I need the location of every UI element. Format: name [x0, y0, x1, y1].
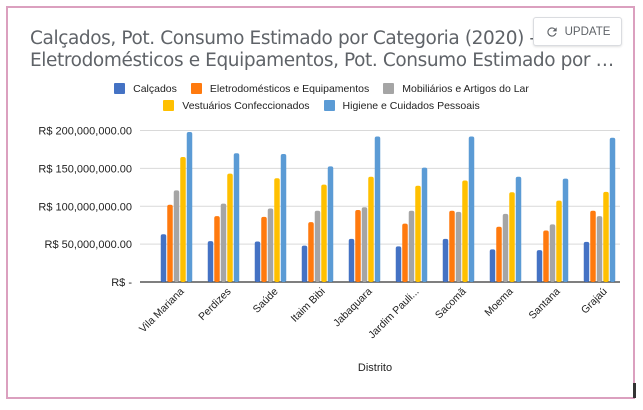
- x-tick-label: Moema: [482, 286, 515, 319]
- y-tick-label: R$ 150,000,000.00: [38, 163, 132, 175]
- x-tick-label: Jabaquara: [331, 286, 375, 330]
- bar: [355, 210, 361, 282]
- bar: [536, 250, 543, 282]
- x-tick-label: Grajaú: [579, 286, 610, 317]
- bar: [515, 176, 522, 282]
- legend-swatch: [383, 83, 395, 94]
- x-tick-label: Vila Mariana: [137, 286, 187, 336]
- bar: [167, 204, 173, 282]
- x-axis-title: Distrito: [358, 362, 392, 374]
- x-tick-label: Perdizes: [196, 286, 233, 323]
- bar: [556, 200, 562, 282]
- refresh-icon: [546, 26, 557, 37]
- legend-item[interactable]: Calçados: [114, 83, 177, 95]
- window-edge-marker: [633, 383, 636, 398]
- x-tick-label: Itaim Bibi: [289, 286, 328, 325]
- legend-item[interactable]: Higiene e Cuidados Pessoais: [323, 99, 480, 112]
- legend-item[interactable]: Eletrodomésticos e Equipamentos: [190, 82, 370, 95]
- bar: [415, 185, 421, 282]
- bar: [180, 157, 186, 282]
- bar: [308, 222, 314, 282]
- bar: [549, 224, 556, 282]
- bar: [227, 173, 233, 282]
- y-tick-label: R$ 50,000,000.00: [45, 239, 132, 251]
- update-button[interactable]: UPDATE: [533, 17, 622, 46]
- bar: [173, 190, 180, 282]
- bar: [543, 230, 549, 282]
- bar: [408, 210, 415, 282]
- bar: [301, 245, 308, 282]
- legend-label: Eletrodomésticos e Equipamentos: [209, 82, 370, 95]
- bar: [160, 234, 167, 282]
- legend-label: Calçados: [133, 82, 177, 95]
- x-tick-label: Santana: [526, 286, 562, 322]
- bar: [596, 216, 603, 282]
- legend-swatch: [190, 83, 202, 94]
- bar: [449, 210, 455, 282]
- legend-label: Vestuários Confeccionados: [182, 99, 310, 112]
- bar: [583, 241, 590, 282]
- chart-card: [6, 6, 635, 399]
- y-tick-label: R$ 100,000,000.00: [38, 201, 132, 213]
- bar: [509, 192, 515, 282]
- y-tick-label: R$ 200,000,000.00: [38, 126, 132, 138]
- bar: [267, 208, 274, 282]
- legend-row-2: Vestuários Confeccionados Higiene e Cuida…: [0, 97, 643, 114]
- bar: [261, 216, 267, 282]
- bar: [496, 226, 502, 282]
- bar: [348, 238, 355, 282]
- legend-label: Higiene e Cuidados Pessoais: [342, 99, 480, 112]
- bar: [321, 184, 327, 282]
- bar: [207, 241, 214, 282]
- bar: [442, 238, 449, 282]
- bar: [368, 176, 374, 282]
- x-tick-label: Sacomã: [433, 286, 469, 322]
- bar: [220, 203, 227, 282]
- legend-item[interactable]: Vestuários Confeccionados: [163, 99, 310, 112]
- bar: [327, 166, 334, 282]
- bar: [603, 191, 609, 282]
- bar: [421, 167, 428, 282]
- bar: [274, 178, 280, 282]
- bar: [395, 246, 402, 282]
- legend-label: Mobiliários e Artigos do Lar: [402, 82, 529, 95]
- bar: [562, 178, 569, 282]
- legend-swatch: [163, 100, 175, 111]
- update-label: UPDATE: [564, 25, 611, 38]
- legend-swatch: [323, 100, 335, 111]
- bar: [468, 136, 475, 282]
- bar: [489, 249, 496, 282]
- bar: [361, 207, 368, 282]
- legend-item[interactable]: Mobiliários e Artigos do Lar: [383, 83, 529, 95]
- bar: [455, 211, 462, 282]
- legend-row-1: Calçados Eletrodomésticos e Equipamentos M…: [0, 80, 643, 97]
- chart-legend: Calçados Eletrodomésticos e Equipamentos M…: [0, 80, 643, 114]
- bar: [233, 153, 240, 282]
- bar: [314, 210, 321, 282]
- y-tick-label: R$ -: [111, 277, 132, 289]
- bar: [186, 132, 193, 282]
- bar: [214, 216, 220, 282]
- bar: [374, 136, 381, 282]
- bar: [462, 180, 468, 282]
- x-tick-label: Saúde: [251, 286, 281, 316]
- legend-swatch: [114, 83, 126, 94]
- bar: [254, 241, 261, 282]
- bar: [402, 223, 408, 282]
- bar: [609, 137, 616, 282]
- bar: [280, 153, 287, 282]
- bar: [590, 210, 596, 282]
- bar: [502, 213, 509, 282]
